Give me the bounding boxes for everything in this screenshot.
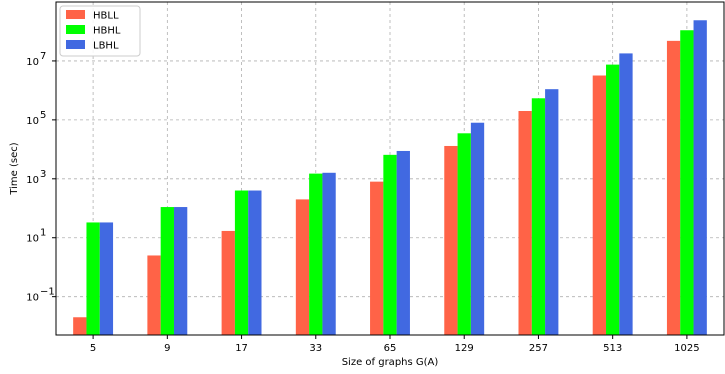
y-axis-label: Time (sec) <box>9 142 20 195</box>
bar-lbhl <box>545 89 559 336</box>
bar-hbhl <box>160 207 174 335</box>
bar-hbll <box>666 40 681 335</box>
bar-hbhl <box>234 190 249 335</box>
x-axis-ticks: 5 9 17 33 65 129 257 513 1025 <box>90 335 700 354</box>
legend-label-hbll: HBLL <box>93 11 119 22</box>
x-tick-label: 1025 <box>674 343 699 354</box>
bar-hbhl <box>457 133 471 335</box>
bar-hbhl <box>86 222 100 335</box>
bar-lbhl <box>693 20 707 335</box>
y-tick-label: 10 <box>26 57 39 68</box>
y-tick-exponent: 7 <box>40 51 46 62</box>
bar-lbhl <box>99 222 114 335</box>
y-tick-label: 10 <box>26 234 39 245</box>
x-tick-label: 257 <box>529 343 548 354</box>
bar-hbll <box>73 317 87 335</box>
bar-hbll <box>370 181 384 335</box>
y-tick-exponent: −1 <box>40 287 55 298</box>
x-tick-label: 5 <box>90 343 96 354</box>
x-axis-label: Size of graphs G(A) <box>342 357 439 368</box>
legend-swatch-hbhl <box>66 25 85 34</box>
x-tick-label: 65 <box>384 343 397 354</box>
bar-hbll <box>221 230 235 335</box>
bar-lbhl <box>322 172 336 335</box>
x-tick-label: 513 <box>603 343 622 354</box>
bar-lbhl <box>173 207 188 335</box>
bars <box>73 20 707 336</box>
bar-hbhl <box>309 173 323 335</box>
legend-label-lbhl: LBHL <box>93 41 119 52</box>
y-tick-exponent: 5 <box>40 110 46 121</box>
bar-lbhl <box>619 53 633 335</box>
bar-lbhl <box>396 150 410 335</box>
y-tick-label: 10 <box>26 116 39 127</box>
bar-hbll <box>147 255 161 335</box>
legend-label-hbhl: HBHL <box>93 26 121 37</box>
bar-hbll <box>295 199 310 335</box>
y-tick-exponent: 1 <box>40 228 46 239</box>
bar-hbhl <box>680 30 694 336</box>
legend-swatch-lbhl <box>66 40 85 49</box>
x-tick-label: 9 <box>164 343 170 354</box>
bar-hbhl <box>531 98 546 336</box>
bar-hbll <box>444 145 458 335</box>
bar-lbhl <box>248 190 262 335</box>
bar-hbhl <box>383 154 397 335</box>
legend: HBLL HBHL LBHL <box>59 5 141 57</box>
legend-swatch-hbll <box>66 10 85 19</box>
y-tick-label: 10 <box>26 293 39 304</box>
y-tick-exponent: 3 <box>40 169 46 180</box>
bar-lbhl <box>470 122 485 335</box>
y-tick-label: 10 <box>26 175 39 186</box>
x-tick-label: 33 <box>309 343 322 354</box>
bar-hbll <box>518 110 532 335</box>
bar-hbll <box>592 75 607 335</box>
bar-hbhl <box>606 64 620 335</box>
x-tick-label: 129 <box>455 343 474 354</box>
x-tick-label: 17 <box>235 343 248 354</box>
